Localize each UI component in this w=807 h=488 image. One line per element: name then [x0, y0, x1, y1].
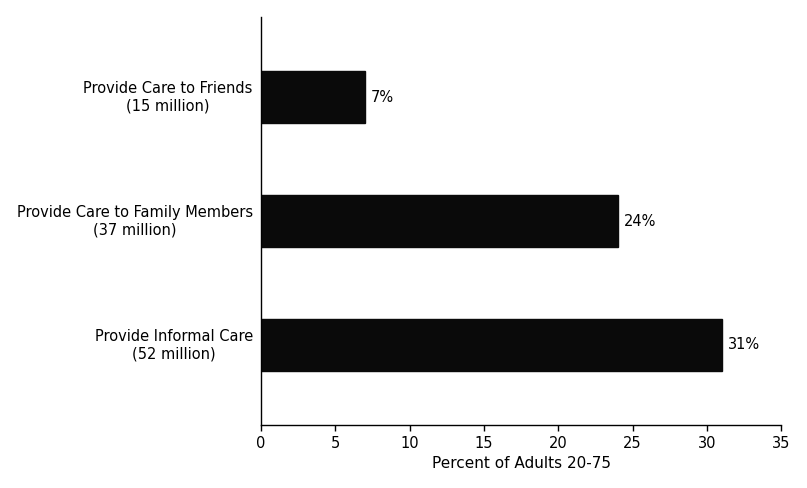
- Text: 7%: 7%: [371, 90, 394, 104]
- Bar: [261, 195, 617, 247]
- X-axis label: Percent of Adults 20-75: Percent of Adults 20-75: [432, 456, 611, 471]
- Text: 31%: 31%: [728, 337, 759, 352]
- Bar: [261, 319, 721, 371]
- Bar: [261, 71, 365, 123]
- Text: 24%: 24%: [624, 214, 656, 228]
